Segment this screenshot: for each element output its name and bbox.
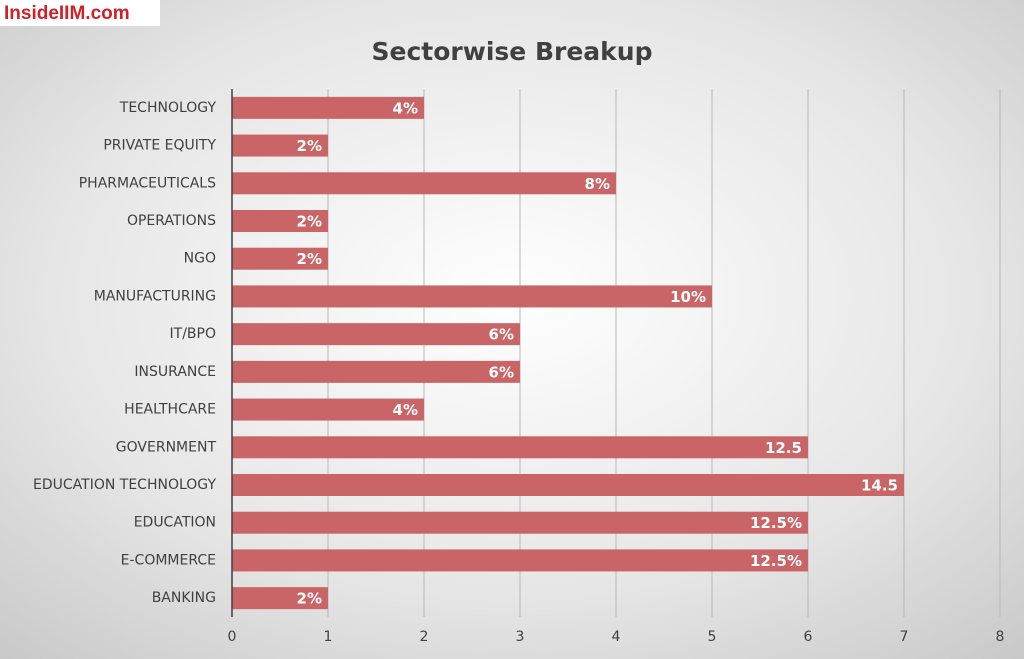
y-tick-label: OPERATIONS xyxy=(127,213,216,229)
y-tick-label: IT/BPO xyxy=(170,326,216,342)
bar xyxy=(232,210,328,232)
y-tick-label: HEALTHCARE xyxy=(124,402,216,418)
x-tick-label: 7 xyxy=(900,629,909,645)
bar xyxy=(232,172,616,195)
y-tick-label: BANKING xyxy=(152,590,216,606)
y-tick-label: MANUFACTURING xyxy=(94,288,216,304)
y-tick-label: E-COMMERCE xyxy=(121,552,216,568)
y-tick-label: TECHNOLOGY xyxy=(119,100,217,116)
bar xyxy=(232,96,424,119)
data-label: 14.5 xyxy=(861,477,898,495)
y-tick-label: EDUCATION TECHNOLOGY xyxy=(33,477,216,493)
bar xyxy=(232,360,520,383)
x-tick-label: 2 xyxy=(420,629,429,645)
data-label: 10% xyxy=(670,288,706,306)
bar xyxy=(232,436,808,459)
bar xyxy=(232,323,520,346)
y-tick-label: PHARMACEUTICALS xyxy=(79,175,216,191)
bar xyxy=(232,511,808,534)
watermark: InsideIIM.com xyxy=(4,3,130,24)
x-tick-label: 4 xyxy=(612,629,621,645)
x-tick-label: 8 xyxy=(996,629,1005,645)
data-label: 12.5% xyxy=(750,552,802,570)
y-tick-label: GOVERNMENT xyxy=(116,439,217,455)
data-label: 6% xyxy=(489,363,514,381)
data-label: 2% xyxy=(297,213,322,231)
data-label: 2% xyxy=(297,137,322,155)
watermark-box xyxy=(0,0,160,26)
chart-title: Sectorwise Breakup xyxy=(372,37,653,66)
bar xyxy=(232,285,712,308)
y-tick-label: PRIVATE EQUITY xyxy=(103,138,216,154)
bar xyxy=(232,247,328,270)
y-tick-label: INSURANCE xyxy=(134,364,216,380)
bar xyxy=(232,587,328,610)
data-label: 4% xyxy=(393,401,418,419)
data-label: 2% xyxy=(297,590,322,608)
x-tick-label: 0 xyxy=(228,629,237,645)
data-label: 12.5% xyxy=(750,514,802,532)
data-label: 2% xyxy=(297,250,322,268)
bar xyxy=(232,134,328,157)
bar xyxy=(232,549,808,572)
y-tick-label: NGO xyxy=(184,251,216,267)
y-tick-label: EDUCATION xyxy=(134,515,216,531)
bar xyxy=(232,398,424,421)
x-tick-label: 1 xyxy=(324,629,333,645)
x-tick-label: 5 xyxy=(708,629,717,645)
data-label: 6% xyxy=(489,326,514,344)
x-tick-label: 3 xyxy=(516,629,525,645)
data-label: 4% xyxy=(393,99,418,117)
data-label: 8% xyxy=(585,175,610,193)
data-label: 12.5 xyxy=(765,439,802,457)
x-tick-label: 6 xyxy=(804,629,813,645)
bar xyxy=(232,474,904,496)
